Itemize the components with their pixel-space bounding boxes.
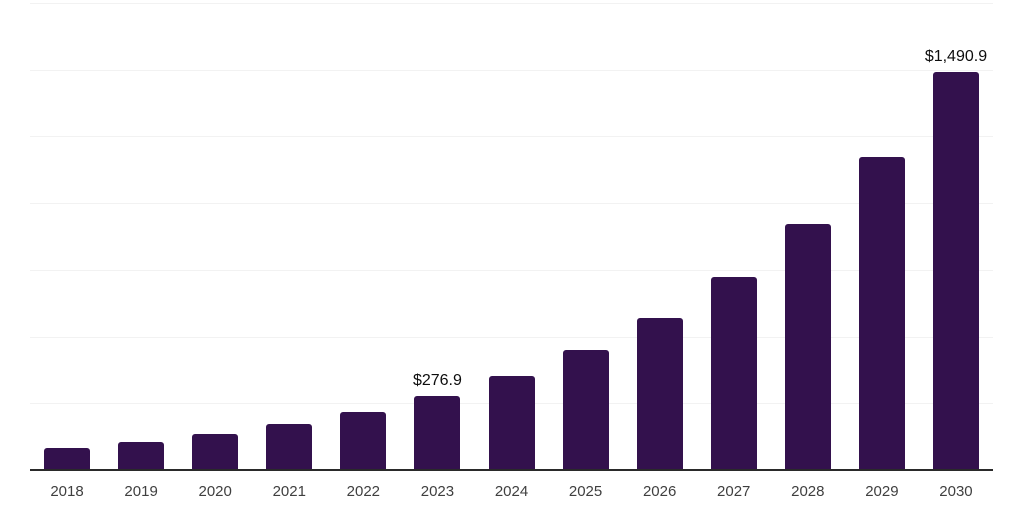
bar-2018 bbox=[44, 447, 91, 470]
gridline-1000 bbox=[30, 203, 993, 205]
bar-2028 bbox=[784, 223, 831, 470]
bar-2024 bbox=[488, 376, 535, 470]
gridline-750 bbox=[30, 269, 993, 271]
value-label-2023: $276.9 bbox=[412, 372, 462, 390]
value-label-2030: $1,490.9 bbox=[924, 48, 988, 66]
x-tick-2018: 2018 bbox=[50, 483, 84, 500]
bar-2023 bbox=[414, 396, 461, 470]
x-tick-2025: 2025 bbox=[568, 483, 603, 500]
x-tick-2026: 2026 bbox=[642, 483, 677, 500]
bar-2026 bbox=[636, 317, 683, 470]
bar-2030 bbox=[932, 72, 979, 470]
bar-2021 bbox=[266, 424, 313, 470]
x-axis-line bbox=[30, 469, 993, 471]
gridline-1500 bbox=[30, 69, 993, 71]
x-tick-2024: 2024 bbox=[494, 483, 529, 500]
bar-2029 bbox=[858, 156, 905, 470]
x-tick-2022: 2022 bbox=[346, 483, 381, 500]
bar-2022 bbox=[340, 411, 387, 470]
bar-2025 bbox=[562, 350, 609, 470]
x-tick-2028: 2028 bbox=[791, 483, 825, 500]
bar-2019 bbox=[118, 441, 165, 470]
x-tick-2030: 2030 bbox=[939, 483, 973, 500]
gridline-1750 bbox=[30, 3, 993, 4]
x-tick-2029: 2029 bbox=[865, 483, 899, 500]
x-tick-2021: 2021 bbox=[272, 483, 306, 500]
x-tick-2027: 2027 bbox=[717, 483, 751, 500]
bar-2020 bbox=[192, 433, 239, 470]
gridline-500 bbox=[30, 336, 993, 338]
x-tick-2020: 2020 bbox=[198, 483, 232, 500]
x-tick-2019: 2019 bbox=[124, 483, 158, 500]
gridline-1250 bbox=[30, 136, 993, 138]
bar-2027 bbox=[710, 276, 757, 470]
x-tick-2023: 2023 bbox=[420, 483, 455, 500]
